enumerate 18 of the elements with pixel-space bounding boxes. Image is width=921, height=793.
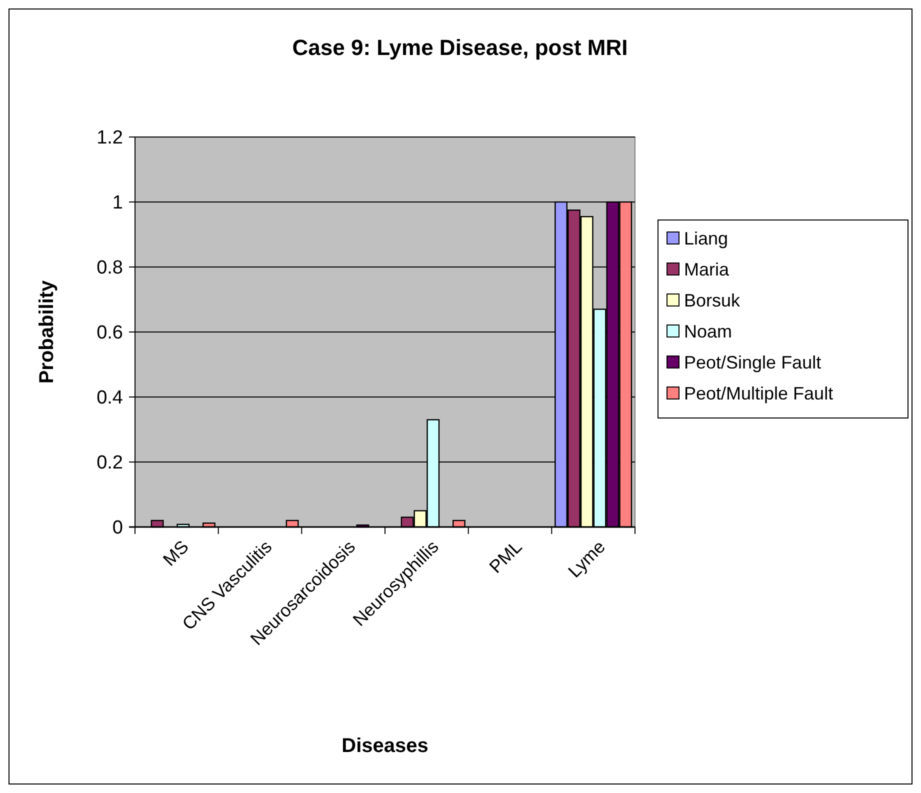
y-tick-label: 0.4	[96, 388, 124, 409]
x-axis-title: Diseases	[342, 735, 428, 757]
y-tick-label: 1	[112, 192, 123, 214]
x-tick-label: MS	[159, 536, 192, 570]
chart-title: Case 9: Lyme Disease, post MRI	[292, 35, 628, 60]
y-tick-label: 0.6	[96, 322, 123, 344]
legend-label: Peot/Single Fault	[684, 352, 822, 372]
y-axis-title: Probability	[36, 279, 58, 384]
x-tick-label: PML	[485, 536, 526, 577]
legend-label: Maria	[684, 259, 730, 280]
y-tick-label: 0.2	[96, 452, 123, 474]
legend-label: Borsuk	[684, 290, 742, 310]
y-tick-label: 0.8	[96, 258, 123, 279]
legend-label: Noam	[684, 321, 732, 342]
y-tick-label: 1.2	[96, 128, 123, 149]
y-tick-label: 0	[112, 518, 123, 539]
legend-label: Peot/Multiple Fault	[684, 383, 834, 404]
legend-label: Liang	[684, 228, 728, 248]
